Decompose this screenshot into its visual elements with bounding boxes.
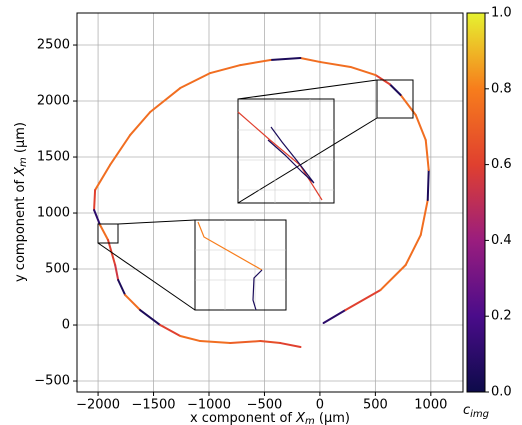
trajectory-segment — [322, 309, 347, 325]
colorbar-tick-label: 0.4 — [491, 233, 512, 248]
trajectory-segment — [319, 61, 352, 68]
colorbar-tick-label: 0.0 — [491, 385, 512, 400]
x-tick-label: −1000 — [187, 398, 231, 413]
trajectory-segment — [259, 340, 282, 345]
inset-trace — [267, 126, 315, 184]
inset-grid — [195, 220, 286, 310]
x-tick-label: −2000 — [76, 398, 120, 413]
inset — [237, 98, 335, 204]
x-axis-label-symbol: X — [295, 411, 306, 425]
trajectory — [93, 57, 430, 348]
grid — [77, 13, 463, 392]
colorbar-tick-label: 0.8 — [491, 81, 512, 96]
trajectory-segment — [109, 134, 132, 166]
y-tick-label: 2000 — [37, 94, 70, 109]
trajectory-segment — [179, 72, 212, 90]
zoom-region — [97, 223, 119, 244]
y-tick-label: 500 — [45, 262, 70, 277]
trajectory-segment — [344, 288, 382, 312]
y-axis-label-symbol: X — [13, 166, 28, 177]
connector — [117, 219, 196, 225]
colorbar — [466, 12, 486, 393]
connector — [97, 242, 196, 311]
trajectory-segment — [149, 87, 182, 114]
colorbar-label: cimg — [463, 403, 489, 421]
connector — [237, 117, 378, 204]
trajectory-segment — [93, 189, 97, 212]
trajectory-segment — [94, 163, 112, 192]
y-tick-label: 1500 — [37, 150, 70, 165]
y-axis-label-unit: (μm) — [13, 122, 28, 157]
trajectory-segment — [124, 294, 142, 312]
inset-trace — [237, 111, 323, 201]
y-axis-label-text: y component of — [13, 176, 28, 282]
trajectory-segment — [379, 263, 407, 291]
trajectory-segment — [279, 342, 302, 348]
plot-frame — [76, 12, 464, 393]
colorbar-tick-label: 1.0 — [491, 6, 512, 21]
trajectory-segment — [114, 263, 120, 282]
inset-trace — [252, 269, 263, 311]
trajectory-segment — [99, 224, 110, 242]
trajectory-segment — [209, 64, 242, 75]
x-axis-label-unit: (μm) — [315, 411, 350, 425]
connector — [237, 79, 378, 100]
insets — [97, 79, 414, 311]
x-tick-label: 1000 — [414, 398, 447, 413]
y-tick-label: −500 — [34, 374, 70, 389]
trajectory-segment — [404, 233, 422, 266]
inset-grid — [238, 99, 334, 203]
inset-trace — [197, 221, 263, 271]
x-axis-label-subscript: m — [305, 416, 315, 425]
trajectory-segment — [414, 114, 427, 142]
inset — [194, 219, 287, 311]
y-axis-label: y component of Xm (μm) — [13, 122, 30, 282]
x-axis-label: x component of Xm (μm) — [190, 411, 350, 425]
y-axis-label-subscript: m — [18, 157, 29, 167]
trajectory-segment — [419, 199, 429, 236]
trajectory-segment — [299, 57, 322, 64]
trajectory-segment — [139, 309, 162, 327]
x-tick-label: 0 — [316, 398, 324, 413]
colorbar-label-symbol: c — [463, 403, 470, 418]
y-tick-label: 1000 — [37, 206, 70, 221]
trajectory-segment — [349, 65, 377, 77]
trajectory-segment — [388, 83, 402, 96]
trajectory-segment — [269, 57, 302, 62]
x-tick-label: 500 — [363, 398, 388, 413]
zoom-region — [376, 79, 414, 119]
trajectory-segment — [117, 279, 127, 297]
y-tick-label: 0 — [62, 318, 70, 333]
trajectory-segment — [159, 324, 182, 338]
colorbar-label-subscript: img — [470, 409, 489, 420]
trajectory-segment — [239, 59, 272, 67]
x-axis-label-text: x component of — [190, 411, 296, 425]
trajectory-segment — [199, 340, 232, 345]
colorbar-tick-label: 0.2 — [491, 309, 512, 324]
colorbar-tick-label: 0.6 — [491, 157, 512, 172]
trajectory-segment — [229, 340, 262, 345]
trajectory-segment — [129, 111, 152, 137]
trajectory-segment — [424, 139, 430, 172]
trajectory-segment — [93, 209, 102, 227]
trajectory-segment — [426, 169, 430, 202]
trajectory-segment — [179, 335, 202, 343]
x-tick-label: −500 — [247, 398, 283, 413]
y-tick-label: 2500 — [37, 38, 70, 53]
x-tick-label: −1500 — [132, 398, 176, 413]
